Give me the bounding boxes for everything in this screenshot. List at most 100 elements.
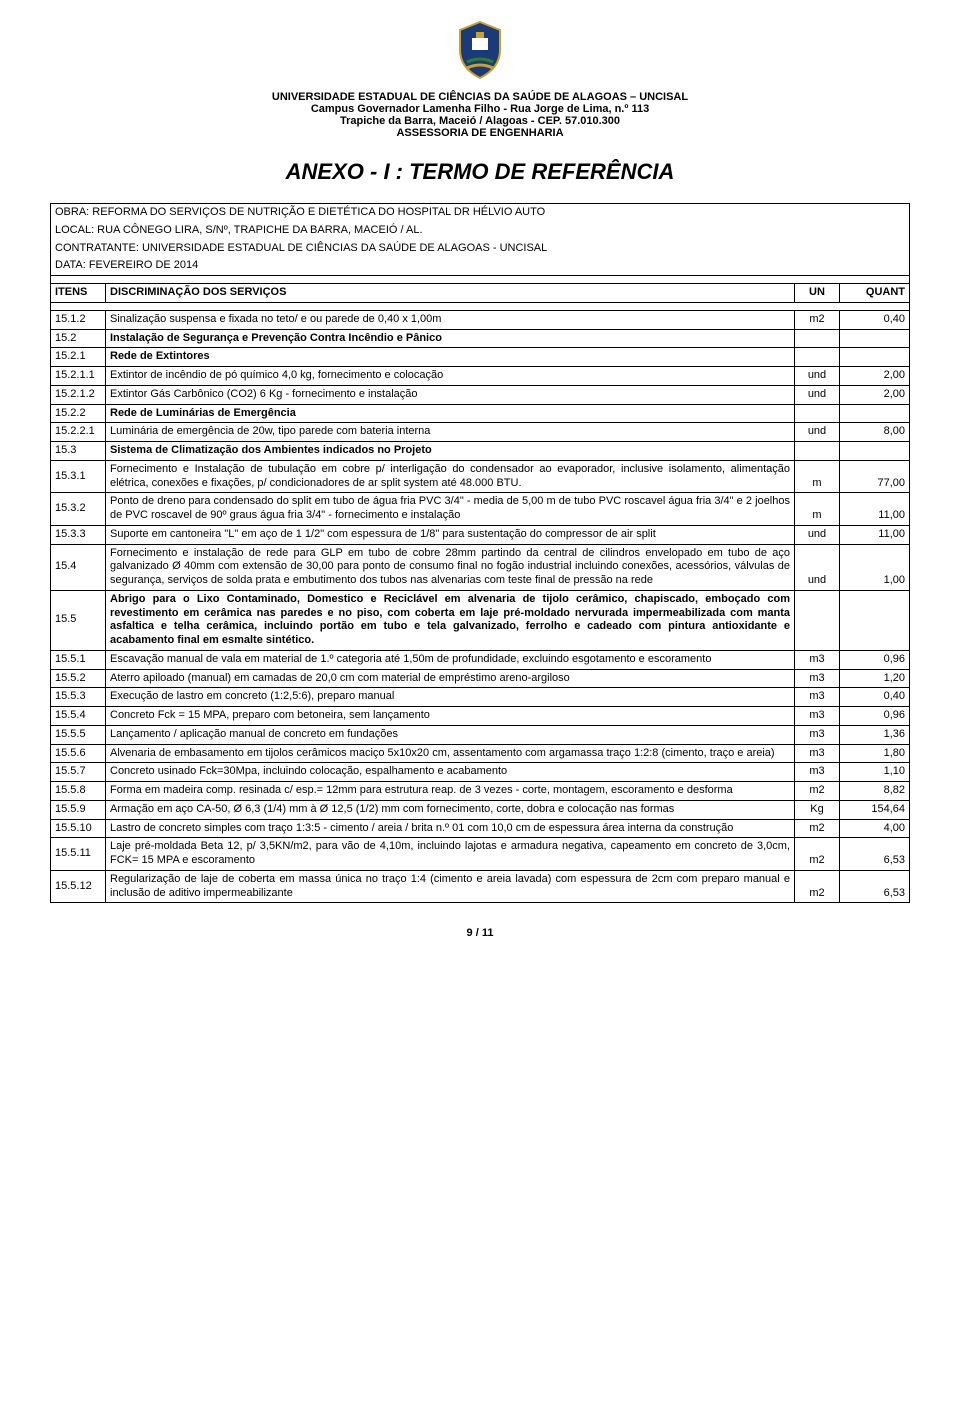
cell-un: m — [795, 460, 840, 493]
table-row: 15.2.2Rede de Luminárias de Emergência — [51, 404, 910, 423]
cell-quant: 6,53 — [840, 838, 910, 871]
table-row: 15.4Fornecimento e instalação de rede pa… — [51, 544, 910, 590]
info-contratante: CONTRATANTE: UNIVERSIDADE ESTADUAL DE CI… — [51, 240, 910, 258]
cell-item: 15.5.6 — [51, 744, 106, 763]
cell-un: m2 — [795, 838, 840, 871]
cell-desc: Luminária de emergência de 20w, tipo par… — [106, 423, 795, 442]
cell-item: 15.5.12 — [51, 870, 106, 903]
table-row: 15.5.7Concreto usinado Fck=30Mpa, inclui… — [51, 763, 910, 782]
cell-item: 15.5.2 — [51, 669, 106, 688]
cell-item: 15.5.3 — [51, 688, 106, 707]
col-header-quant: QUANT — [840, 284, 910, 303]
campus-address: Campus Governador Lamenha Filho - Rua Jo… — [50, 103, 910, 115]
cell-desc: Aterro apiloado (manual) em camadas de 2… — [106, 669, 795, 688]
cell-desc: Fornecimento e Instalação de tubulação e… — [106, 460, 795, 493]
cell-item: 15.5.7 — [51, 763, 106, 782]
cell-desc: Fornecimento e instalação de rede para G… — [106, 544, 795, 590]
table-row: 15.3.2Ponto de dreno para condensado do … — [51, 493, 910, 526]
cell-item: 15.5.4 — [51, 707, 106, 726]
cell-quant — [840, 348, 910, 367]
cell-quant: 4,00 — [840, 819, 910, 838]
cell-desc: Escavação manual de vala em material de … — [106, 650, 795, 669]
cell-desc: Concreto usinado Fck=30Mpa, incluindo co… — [106, 763, 795, 782]
cell-un: und — [795, 367, 840, 386]
cell-desc: Extintor de incêndio de pó químico 4,0 k… — [106, 367, 795, 386]
cell-quant: 11,00 — [840, 493, 910, 526]
cell-un: und — [795, 385, 840, 404]
cell-quant: 154,64 — [840, 800, 910, 819]
cell-desc: Armação em aço CA-50, Ø 6,3 (1/4) mm à Ø… — [106, 800, 795, 819]
table-row: 15.5.9Armação em aço CA-50, Ø 6,3 (1/4) … — [51, 800, 910, 819]
table-row: 15.5.12Regularização de laje de coberta … — [51, 870, 910, 903]
table-row: 15.5.11Laje pré-moldada Beta 12, p/ 3,5K… — [51, 838, 910, 871]
table-row: 15.2.1Rede de Extintores — [51, 348, 910, 367]
cell-quant: 0,96 — [840, 707, 910, 726]
cell-un: m2 — [795, 310, 840, 329]
cell-quant: 0,40 — [840, 688, 910, 707]
cell-un: m3 — [795, 725, 840, 744]
cell-desc: Forma em madeira comp. resinada c/ esp.=… — [106, 782, 795, 801]
page-number: 9 / 11 — [50, 927, 910, 939]
table-row: 15.5.10Lastro de concreto simples com tr… — [51, 819, 910, 838]
cell-desc: Suporte em cantoneira "L" em aço de 1 1/… — [106, 525, 795, 544]
cell-quant: 11,00 — [840, 525, 910, 544]
cell-item: 15.1.2 — [51, 310, 106, 329]
table-row: 15.5.8Forma em madeira comp. resinada c/… — [51, 782, 910, 801]
cell-un: m2 — [795, 782, 840, 801]
cell-quant: 0,40 — [840, 310, 910, 329]
table-row: 15.3Sistema de Climatização dos Ambiente… — [51, 442, 910, 461]
col-header-un: UN — [795, 284, 840, 303]
cell-desc: Extintor Gás Carbônico (CO2) 6 Kg - forn… — [106, 385, 795, 404]
cell-desc: Lastro de concreto simples com traço 1:3… — [106, 819, 795, 838]
table-row: 15.2.1.1Extintor de incêndio de pó quími… — [51, 367, 910, 386]
institution-logo — [455, 20, 505, 80]
cell-item: 15.2.1 — [51, 348, 106, 367]
table-row: 15.1.2Sinalização suspensa e fixada no t… — [51, 310, 910, 329]
logo-wrap — [50, 20, 910, 83]
cell-desc: Laje pré-moldada Beta 12, p/ 3,5KN/m2, p… — [106, 838, 795, 871]
cell-un: m3 — [795, 688, 840, 707]
info-data: DATA: FEVEREIRO DE 2014 — [51, 257, 910, 275]
table-row: 15.5.6Alvenaria de embasamento em tijolo… — [51, 744, 910, 763]
cell-quant: 1,20 — [840, 669, 910, 688]
cell-un: m3 — [795, 763, 840, 782]
table-row: 15.2.2.1Luminária de emergência de 20w, … — [51, 423, 910, 442]
cell-desc: Rede de Extintores — [106, 348, 795, 367]
cell-un: m3 — [795, 669, 840, 688]
cell-desc: Regularização de laje de coberta em mass… — [106, 870, 795, 903]
cell-item: 15.5.5 — [51, 725, 106, 744]
table-row: 15.5.2Aterro apiloado (manual) em camada… — [51, 669, 910, 688]
cell-quant: 1,80 — [840, 744, 910, 763]
cell-quant: 1,00 — [840, 544, 910, 590]
cell-quant: 1,10 — [840, 763, 910, 782]
cell-item: 15.5.9 — [51, 800, 106, 819]
cell-un: und — [795, 544, 840, 590]
cell-un: m — [795, 493, 840, 526]
cell-item: 15.3 — [51, 442, 106, 461]
institution-name: UNIVERSIDADE ESTADUAL DE CIÊNCIAS DA SAÚ… — [50, 91, 910, 103]
table-header-row: ITENS DISCRIMINAÇÃO DOS SERVIÇOS UN QUAN… — [51, 284, 910, 303]
cell-quant: 2,00 — [840, 385, 910, 404]
cell-un: Kg — [795, 800, 840, 819]
document-title: ANEXO - I : TERMO DE REFERÊNCIA — [50, 159, 910, 185]
table-row: 15.5.4Concreto Fck = 15 MPA, preparo com… — [51, 707, 910, 726]
department: ASSESSORIA DE ENGENHARIA — [50, 127, 910, 139]
table-row: 15.5.3Execução de lastro em concreto (1:… — [51, 688, 910, 707]
cell-item: 15.5.10 — [51, 819, 106, 838]
info-obra: OBRA: REFORMA DO SERVIÇOS DE NUTRIÇÃO E … — [51, 204, 910, 222]
cell-quant — [840, 329, 910, 348]
table-row: 15.5.1Escavação manual de vala em materi… — [51, 650, 910, 669]
cell-desc: Sinalização suspensa e fixada no teto/ e… — [106, 310, 795, 329]
table-row: 15.3.1Fornecimento e Instalação de tubul… — [51, 460, 910, 493]
cell-item: 15.2.2 — [51, 404, 106, 423]
col-header-itens: ITENS — [51, 284, 106, 303]
cell-un — [795, 590, 840, 650]
letterhead: UNIVERSIDADE ESTADUAL DE CIÊNCIAS DA SAÚ… — [50, 91, 910, 139]
cell-item: 15.2 — [51, 329, 106, 348]
cell-un: m2 — [795, 870, 840, 903]
table-row: 15.2.1.2Extintor Gás Carbônico (CO2) 6 K… — [51, 385, 910, 404]
cell-item: 15.4 — [51, 544, 106, 590]
cell-quant: 1,36 — [840, 725, 910, 744]
cell-un: m2 — [795, 819, 840, 838]
cell-un: und — [795, 423, 840, 442]
